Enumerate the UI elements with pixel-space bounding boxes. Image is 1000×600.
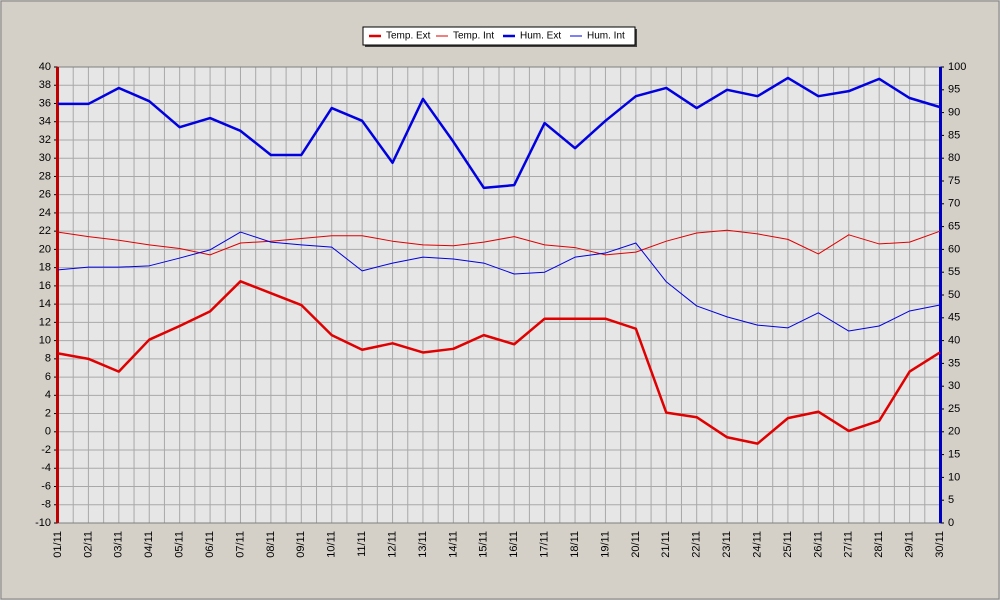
y-tick-label: -6 [41, 480, 51, 492]
y-tick-label: 8 [45, 353, 51, 365]
legend-label: Hum. Int [587, 31, 625, 42]
y-tick-label: 14 [39, 298, 51, 310]
y-tick-label: 18 [39, 262, 51, 274]
x-tick-label: 23/11 [721, 531, 733, 558]
x-tick-label: 12/11 [386, 531, 398, 558]
y-tick-label: -8 [41, 499, 51, 511]
y-tick-label: 4 [45, 389, 51, 401]
x-tick-label: 16/11 [508, 531, 520, 558]
x-tick-label: 04/11 [143, 531, 155, 558]
y-tick-label: 32 [39, 134, 51, 146]
y-tick-label: 26 [39, 189, 51, 201]
legend [362, 26, 636, 46]
x-tick-label: 19/11 [599, 531, 611, 558]
y-tick-label: 12 [39, 316, 51, 328]
y-tick-label: 16 [39, 280, 51, 292]
x-tick-label: 01/11 [52, 531, 64, 558]
y2-tick-label: 40 [948, 335, 960, 347]
x-tick-label: 20/11 [630, 531, 642, 558]
y-tick-label: -2 [41, 444, 51, 456]
series-line [58, 76, 941, 190]
y2-tick-label: 75 [948, 175, 960, 187]
y-tick-label: 30 [39, 152, 51, 164]
x-tick-label: 30/11 [934, 531, 946, 558]
x-tick-label: 11/11 [356, 531, 368, 557]
y2-tick-label: 55 [948, 266, 960, 278]
y-tick-label: 2 [45, 407, 51, 419]
legend-label: Temp. Int [453, 31, 494, 42]
x-tick-label: 03/11 [113, 531, 125, 558]
y2-tick-label: 10 [948, 471, 960, 483]
y-tick-label: 0 [45, 426, 51, 438]
y2-tick-label: 85 [948, 129, 960, 141]
x-tick-label: 14/11 [447, 531, 459, 558]
y-tick-label: 20 [39, 243, 51, 255]
y2-tick-label: 15 [948, 449, 960, 461]
series-line [57, 280, 941, 445]
x-tick-label: 05/11 [174, 531, 186, 558]
x-tick-label: 21/11 [660, 531, 672, 558]
y-tick-label: 40 [39, 61, 51, 73]
x-tick-label: 28/11 [873, 531, 885, 558]
y-tick-label: 22 [39, 225, 51, 237]
y2-tick-label: 35 [948, 357, 960, 369]
y2-tick-label: 70 [948, 198, 960, 210]
x-tick-label: 17/11 [539, 531, 551, 558]
y2-tick-label: 80 [948, 152, 960, 164]
x-tick-label: 06/11 [204, 531, 216, 558]
legend-label: Temp. Ext [386, 31, 431, 42]
y2-tick-label: 65 [948, 221, 960, 233]
y2-tick-label: 25 [948, 403, 960, 415]
y-axis [56, 67, 59, 523]
y2-tick-label: 5 [948, 494, 954, 506]
y2-tick-label: 30 [948, 380, 960, 392]
x-tick-label: 08/11 [265, 531, 277, 558]
y-tick-label: -10 [35, 517, 51, 529]
legend-label: Hum. Ext [520, 31, 561, 42]
y-tick-label: 36 [39, 97, 51, 109]
x-tick-label: 02/11 [82, 531, 94, 558]
y2-tick-label: 50 [948, 289, 960, 301]
y2-tick-label: 45 [948, 312, 960, 324]
x-tick-label: 25/11 [782, 531, 794, 558]
y-tick-label: 34 [39, 116, 51, 128]
vertical-grid [57, 67, 941, 523]
y2-axis [939, 67, 942, 523]
x-tick-label: 24/11 [751, 531, 763, 558]
y-tick-label: 6 [45, 371, 51, 383]
y-tick-label: 10 [39, 335, 51, 347]
y2-tick-label: 95 [948, 84, 960, 96]
y2-tick-label: 0 [948, 517, 954, 529]
x-tick-label: 29/11 [903, 531, 915, 558]
x-tick-label: 07/11 [234, 531, 246, 558]
series-line [57, 231, 941, 332]
x-tick-label: 09/11 [295, 531, 307, 558]
x-tick-label: 27/11 [843, 531, 855, 558]
y2-tick-label: 100 [948, 61, 966, 73]
y-tick-label: -4 [41, 462, 51, 474]
x-tick-label: 13/11 [417, 531, 429, 558]
x-tick-label: 26/11 [812, 531, 824, 558]
x-tick-label: 10/11 [326, 531, 338, 558]
y-tick-label: 38 [39, 79, 51, 91]
y2-tick-label: 60 [948, 243, 960, 255]
x-tick-label: 15/11 [478, 531, 490, 558]
y-tick-label: 24 [39, 207, 51, 219]
y2-tick-label: 20 [948, 426, 960, 438]
x-tick-label: 18/11 [569, 531, 581, 558]
y2-tick-label: 90 [948, 107, 960, 119]
y-tick-label: 28 [39, 170, 51, 182]
series-line [57, 229, 941, 256]
x-tick-label: 22/11 [691, 531, 703, 558]
